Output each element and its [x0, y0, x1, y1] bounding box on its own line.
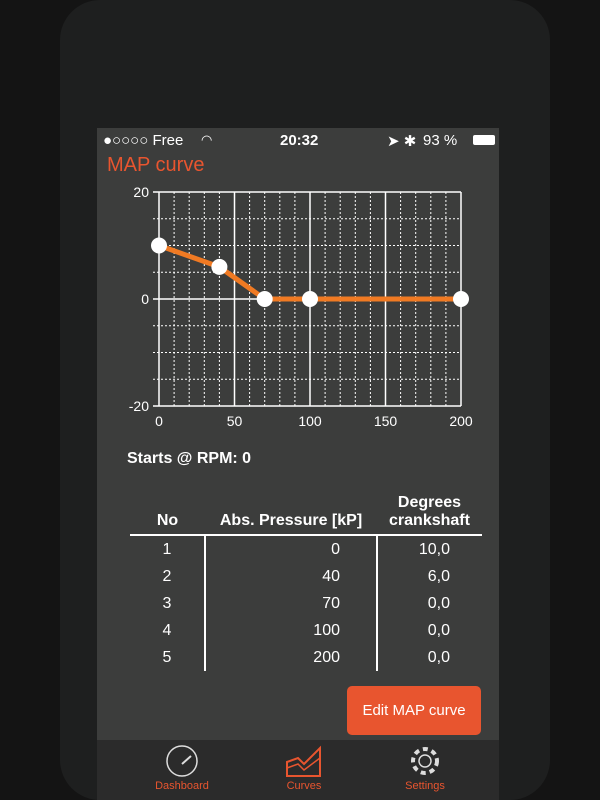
- carrier: ●○○○○ Free: [103, 132, 184, 149]
- wifi-icon: ◠: [201, 132, 213, 147]
- table-row: 1 0 10,0: [130, 535, 482, 563]
- y-tick-label: -20: [129, 398, 149, 414]
- tab-curves[interactable]: Curves: [254, 744, 354, 792]
- curve-table: No Abs. Pressure [kP] Degrees crankshaft…: [130, 494, 482, 671]
- data-point[interactable]: [453, 291, 469, 307]
- tab-label: Curves: [286, 780, 322, 792]
- tab-settings[interactable]: Settings: [375, 744, 475, 792]
- table-cell: 0,0: [427, 648, 450, 666]
- starts-rpm-label: Starts @ RPM: 0: [127, 450, 252, 467]
- edit-map-curve-button[interactable]: Edit MAP curve: [347, 686, 481, 735]
- x-tick-label: 0: [155, 413, 163, 429]
- tab-bar: Dashboard Curves Settings: [97, 740, 499, 800]
- table-cell: 0,0: [427, 594, 450, 612]
- table-cell: 200: [205, 644, 378, 671]
- table-cell: 5: [130, 644, 206, 671]
- table-cell: 6,0: [427, 567, 450, 585]
- data-point[interactable]: [302, 291, 318, 307]
- col-no: No: [130, 494, 205, 536]
- data-point[interactable]: [256, 291, 273, 307]
- x-tick-label: 200: [449, 413, 473, 429]
- table-cell: 2: [130, 563, 206, 590]
- y-tick-label: 0: [141, 291, 149, 307]
- data-point[interactable]: [151, 237, 167, 254]
- map-curve-chart[interactable]: 0 50 100 150 200 -20 0 20: [97, 180, 499, 440]
- table-cell: 1: [130, 535, 206, 563]
- app-screen: ●○○○○ Free ◠ 20:32 ➤ ✱ 93 % MAP curve 0 5…: [97, 128, 499, 800]
- battery-level: 93 %: [423, 132, 458, 149]
- page-title: MAP curve: [107, 154, 205, 176]
- y-tick-label: 20: [133, 184, 149, 200]
- gear-icon: [411, 747, 439, 775]
- table-cell: 70: [205, 590, 378, 617]
- battery-icon: [473, 135, 495, 145]
- table-row: 4 100 0,0: [130, 617, 482, 644]
- speedometer-icon: [166, 745, 198, 777]
- table-row: 2 40 6,0: [130, 563, 482, 590]
- table-cell: 40: [205, 563, 378, 590]
- table-row: 5 200 0,0: [130, 644, 482, 671]
- x-tick-label: 150: [374, 413, 398, 429]
- table-cell: 0: [205, 535, 378, 563]
- table-cell: 3: [130, 590, 206, 617]
- tab-dashboard[interactable]: Dashboard: [132, 744, 232, 792]
- table-cell: 10,0: [418, 540, 450, 558]
- table-cell: 100: [205, 617, 378, 644]
- table-cell: 4: [130, 617, 206, 644]
- tab-label: Settings: [405, 780, 445, 792]
- data-point[interactable]: [211, 258, 228, 275]
- col-pressure: Abs. Pressure [kP]: [205, 494, 377, 536]
- x-tick-label: 100: [298, 413, 322, 429]
- location-bluetooth-icons: ➤ ✱: [387, 133, 417, 150]
- table-row: 3 70 0,0: [130, 590, 482, 617]
- clock: 20:32: [280, 132, 319, 149]
- tab-label: Dashboard: [155, 780, 209, 792]
- curves-icon: [286, 745, 321, 777]
- table-cell: 0,0: [427, 621, 450, 639]
- col-degrees: Degrees crankshaft: [377, 494, 482, 536]
- x-tick-label: 50: [227, 413, 243, 429]
